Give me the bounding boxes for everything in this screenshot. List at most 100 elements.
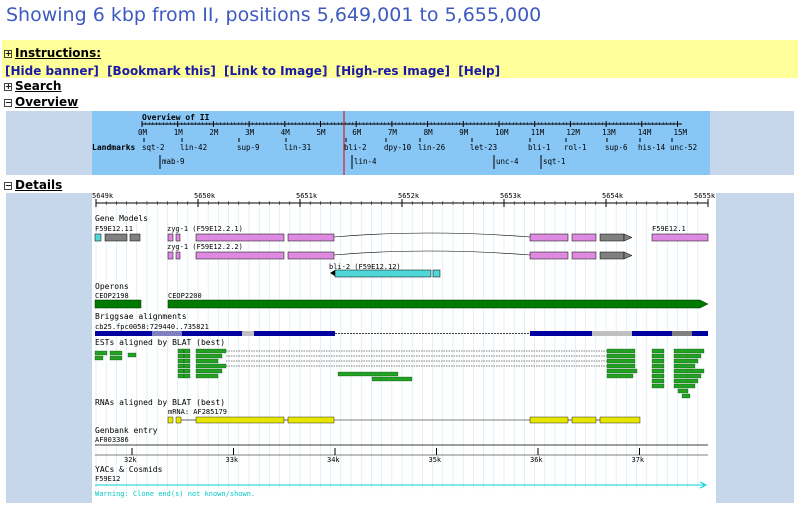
gene-label-zyg1-2[interactable]: zyg-1 (F59E12.2.2) <box>167 243 243 251</box>
details-track-image[interactable]: 5649k 5650k 5651k 5652k 5653k 5654k 5655k Gene… <box>92 193 716 503</box>
ests-track-label: ESTs aligned by BLAT (best) <box>95 338 225 347</box>
ruler-top-label: 5654k <box>602 193 624 200</box>
briggsae-track-label: Briggsae alignments <box>95 312 187 321</box>
genbank-entry-label[interactable]: AF003386 <box>95 436 129 444</box>
search-label[interactable]: Search <box>15 79 62 93</box>
landmark-lin-26[interactable]: lin-26 <box>418 143 446 152</box>
ruler-top-label: 5655k <box>694 193 716 200</box>
help-link[interactable]: [Help] <box>458 64 501 78</box>
gene-label-zyg1-1[interactable]: zyg-1 (F59E12.2.1) <box>167 225 243 233</box>
ruler-bottom-label: 32k <box>124 456 137 464</box>
briggsae-alignment[interactable] <box>95 331 708 336</box>
gene-label-f59e12-1[interactable]: F59E12.1 <box>652 225 686 233</box>
landmark-mab-9[interactable]: mab-9 <box>162 157 185 166</box>
ruler-bottom-label: 35k <box>429 456 442 464</box>
ruler-bottom-label: 33k <box>226 456 239 464</box>
overview-label[interactable]: Overview <box>15 95 79 109</box>
landmark-unc-4[interactable]: unc-4 <box>496 157 519 166</box>
overview-tick-label: 10M <box>495 128 509 137</box>
ruler-top-label: 5653k <box>500 193 522 200</box>
operons-track-label: Operons <box>95 282 129 291</box>
landmark-sup-6[interactable]: sup-6 <box>605 143 628 152</box>
bookmark-link[interactable]: [Bookmark this] <box>107 64 216 78</box>
hide-banner-link[interactable]: [Hide banner] <box>5 64 99 78</box>
details-label[interactable]: Details <box>15 178 63 192</box>
gene-zyg1-1[interactable] <box>167 232 633 242</box>
instructions-toggle[interactable]: + Instructions: <box>4 47 101 60</box>
landmark-sqt-1[interactable]: sqt-1 <box>543 157 566 166</box>
expand-icon[interactable]: + <box>4 49 12 58</box>
landmark-sqt-2[interactable]: sqt-2 <box>142 143 165 152</box>
overview-tick-label: 1M <box>174 128 184 137</box>
rnas-track-label: RNAs aligned by BLAT (best) <box>95 398 225 407</box>
overview-tick-label: 5M <box>317 128 327 137</box>
landmark-bli-2[interactable]: bli-2 <box>344 143 367 152</box>
est-alignments[interactable] <box>94 348 705 399</box>
overview-ticks: 0M 1M 2M 3M 4M 5M 6M 7M 8M 9M 10M 11M 12M 13M 14M 15M <box>138 121 688 137</box>
landmarks-label: Landmarks <box>92 143 136 152</box>
instructions-banner <box>2 40 798 78</box>
overview-tick-label: 15M <box>674 128 688 137</box>
landmark-unc-52[interactable]: unc-52 <box>670 143 697 152</box>
ruler-bottom-label: 37k <box>632 456 645 464</box>
overview-title: Overview of II <box>142 112 210 122</box>
landmark-let-23[interactable]: let-23 <box>470 143 497 152</box>
gene-models-track-label: Gene Models <box>95 214 148 223</box>
landmark-rol-1[interactable]: rol-1 <box>564 143 587 152</box>
cosmid-label-f59e12[interactable]: F59E12 <box>95 475 120 483</box>
genbank-track-label: Genbank entry <box>95 426 158 435</box>
landmark-bli-1[interactable]: bli-1 <box>528 143 551 152</box>
gene-label-bli2[interactable]: bli-2 (F59E12.12) <box>329 263 401 271</box>
search-section-header[interactable]: + Search <box>4 80 61 93</box>
ruler-top-label: 5652k <box>398 193 420 200</box>
briggsae-alignment-label[interactable]: cb25.fpc0058:729440..735821 <box>95 323 209 331</box>
ruler-bottom-label: 34k <box>327 456 340 464</box>
collapse-icon[interactable]: − <box>4 181 12 190</box>
bottom-ruler: 32k 33k 34k 35k 36k 37k <box>95 448 708 464</box>
overview-tick-label: 8M <box>424 128 434 137</box>
gene-label-f59e12-11[interactable]: F59E12.11 <box>95 225 133 233</box>
yacs-track-label: YACs & Cosmids <box>95 465 163 474</box>
landmark-lin-42[interactable]: lin-42 <box>180 143 207 152</box>
overview-tick-label: 13M <box>602 128 616 137</box>
ruler-top-label: 5650k <box>194 193 216 200</box>
overview-tick-label: 4M <box>281 128 291 137</box>
cosmid-warning: Warning: Clone end(s) not known/shown. <box>95 490 255 498</box>
overview-tick-label: 3M <box>245 128 255 137</box>
gene-bli2[interactable] <box>330 269 441 278</box>
expand-icon[interactable]: + <box>4 82 12 91</box>
landmark-sup-9[interactable]: sup-9 <box>237 143 260 152</box>
overview-tick-label: 14M <box>638 128 652 137</box>
overview-tick-label: 9M <box>459 128 469 137</box>
instructions-label[interactable]: Instructions: <box>15 46 102 60</box>
overview-section-header[interactable]: − Overview <box>4 96 78 109</box>
operon-label-ceop2200[interactable]: CEOP2200 <box>168 292 202 300</box>
top-ruler: 5649k 5650k 5651k 5652k 5653k 5654k 5655k <box>92 193 716 207</box>
ruler-top-label: 5651k <box>296 193 318 200</box>
banner-links: [Hide banner] [Bookmark this] [Link to I… <box>5 64 504 78</box>
ruler-top-label: 5649k <box>92 193 114 200</box>
overview-tick-label: 2M <box>209 128 219 137</box>
landmark-lin-4[interactable]: lin-4 <box>354 157 377 166</box>
overview-chromosome-image[interactable]: Overview of II 0M 1M 2M 3M 4M 5M 6M 7M 8M 9M 10M 11… <box>92 111 710 175</box>
operon-ceop2200[interactable] <box>167 299 709 309</box>
link-to-image-link[interactable]: [Link to Image] <box>224 64 328 78</box>
rna-label-af285179[interactable]: mRNA: AF285179 <box>168 408 227 416</box>
landmark-lin-31[interactable]: lin-31 <box>284 143 311 152</box>
high-res-image-link[interactable]: [High-res Image] <box>335 64 451 78</box>
page-title: Showing 6 kbp from II, positions 5,649,0… <box>6 4 542 26</box>
details-section-header[interactable]: − Details <box>4 179 62 192</box>
overview-tick-label: 12M <box>566 128 580 137</box>
gene-zyg1-2[interactable] <box>167 250 633 260</box>
overview-landmarks: sqt-2 lin-42 sup-9 lin-31 bli-2 dpy-10 lin-26 l… <box>142 138 697 169</box>
ruler-bottom-label: 36k <box>530 456 543 464</box>
overview-tick-label: 11M <box>531 128 545 137</box>
landmark-his-14[interactable]: his-14 <box>638 143 666 152</box>
overview-tick-label: 6M <box>352 128 362 137</box>
landmark-dpy-10[interactable]: dpy-10 <box>384 143 412 152</box>
overview-tick-label: 0M <box>138 128 148 137</box>
operon-label-ceop2198[interactable]: CEOP2198 <box>95 292 129 300</box>
overview-tick-label: 7M <box>388 128 398 137</box>
rna-af285179[interactable] <box>167 416 641 424</box>
collapse-icon[interactable]: − <box>4 98 12 107</box>
